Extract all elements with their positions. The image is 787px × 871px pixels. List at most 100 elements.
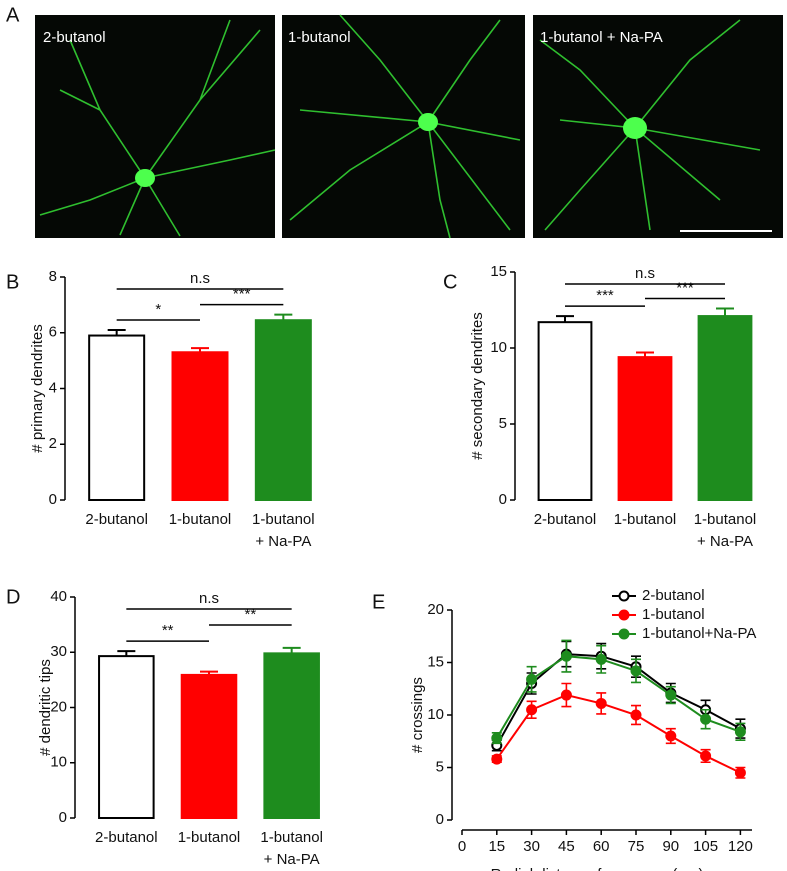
bar	[537, 321, 593, 501]
bar	[171, 351, 229, 502]
soma	[623, 117, 647, 139]
legend-marker	[618, 609, 630, 621]
y-tick-label: 10	[50, 754, 67, 771]
bar	[263, 652, 320, 819]
marker	[560, 689, 572, 701]
x-tick-label: 15	[488, 838, 505, 855]
y-axis-label: # dendritic tips	[37, 659, 54, 756]
x-tick-label: 1-butanol + Na-PA	[260, 829, 323, 868]
x-tick-label: 90	[662, 838, 679, 855]
y-tick-label: 15	[490, 263, 507, 280]
image-panel	[533, 15, 783, 238]
y-tick-label: 20	[427, 601, 444, 618]
marker	[665, 689, 677, 701]
marker	[734, 767, 746, 779]
error-bar	[282, 646, 301, 654]
image-label: 1-butanol	[288, 29, 351, 46]
y-axis-label: # primary dendrites	[29, 324, 46, 452]
significance-label: n.s	[635, 265, 655, 282]
y-axis-label: # secondary dendrites	[469, 312, 486, 460]
significance-label: *	[155, 301, 161, 318]
error-bar	[636, 351, 654, 358]
y-tick-label: 10	[427, 706, 444, 723]
marker	[526, 673, 538, 685]
x-tick-label: 1-butanol + Na-PA	[694, 511, 757, 550]
x-tick-label: 60	[593, 838, 610, 855]
marker	[700, 713, 712, 725]
neuron	[539, 19, 761, 231]
x-tick-label: 0	[458, 838, 466, 855]
y-tick-label: 8	[49, 268, 57, 285]
bar	[98, 655, 155, 819]
marker	[665, 730, 677, 742]
marker	[595, 653, 607, 665]
marker	[491, 753, 503, 765]
marker	[734, 726, 746, 738]
x-tick-label: 1-butanol	[178, 829, 241, 846]
series-line	[495, 694, 741, 774]
marker	[630, 665, 642, 677]
soma	[418, 113, 438, 131]
error-bar	[200, 670, 218, 675]
significance-label: n.s	[199, 590, 219, 607]
x-tick-label: 1-butanol	[169, 511, 232, 528]
error-bar	[716, 307, 734, 317]
y-tick-label: 4	[49, 379, 57, 396]
image-panel	[282, 15, 525, 238]
significance-label: **	[162, 622, 174, 639]
y-axis-label: # crossings	[409, 677, 426, 753]
neuron	[289, 14, 521, 239]
significance-label: ***	[233, 286, 251, 303]
marker	[700, 750, 712, 762]
x-tick-label: 30	[523, 838, 540, 855]
significance-label: n.s	[190, 270, 210, 287]
x-tick-label: 1-butanol + Na-PA	[252, 511, 315, 550]
marker	[560, 650, 572, 662]
y-tick-label: 40	[50, 588, 67, 605]
x-axis-label: Radial distance from soma (μm)	[491, 866, 704, 871]
bar	[180, 673, 238, 820]
y-tick-label: 5	[499, 415, 507, 432]
significance-label: **	[244, 606, 256, 623]
legend-label: 1-butanol	[642, 606, 705, 623]
panel-letter: B	[6, 271, 19, 293]
y-tick-label: 0	[59, 809, 67, 826]
error-bar	[117, 650, 136, 657]
panel-letter: C	[443, 271, 457, 293]
x-tick-label: 2-butanol	[95, 829, 158, 846]
legend-marker	[618, 590, 630, 602]
y-tick-label: 30	[50, 643, 67, 660]
image-panel	[35, 15, 275, 238]
series-line	[495, 653, 741, 746]
significance-label: ***	[676, 279, 694, 296]
error-bar	[107, 328, 126, 336]
soma	[135, 169, 155, 187]
panel-letter: E	[372, 591, 385, 613]
y-tick-label: 0	[49, 491, 57, 508]
y-tick-label: 0	[436, 811, 444, 828]
legend-label: 2-butanol	[642, 587, 705, 604]
y-tick-label: 15	[427, 653, 444, 670]
micrographs: 2-butanol 1-butanol 1-butanol + Na-PA	[35, 14, 783, 239]
marker	[491, 732, 503, 744]
y-tick-label: 10	[490, 339, 507, 356]
legend-label: 1-butanol+Na-PA	[642, 625, 756, 642]
bar	[617, 356, 673, 501]
x-tick-label: 45	[558, 838, 575, 855]
legend-marker	[618, 628, 630, 640]
y-tick-label: 6	[49, 324, 57, 341]
image-label: 1-butanol + Na-PA	[540, 29, 663, 46]
y-tick-label: 20	[50, 698, 67, 715]
x-tick-label: 75	[628, 838, 645, 855]
x-tick-label: 1-butanol	[614, 511, 677, 528]
y-tick-label: 5	[436, 758, 444, 775]
series-line	[495, 655, 741, 739]
x-tick-label: 2-butanol	[534, 511, 597, 528]
significance-label: ***	[596, 287, 614, 304]
bar	[697, 315, 753, 501]
y-tick-label: 2	[49, 435, 57, 452]
x-tick-label: 120	[728, 838, 753, 855]
x-tick-label: 2-butanol	[85, 511, 148, 528]
marker	[526, 704, 538, 716]
